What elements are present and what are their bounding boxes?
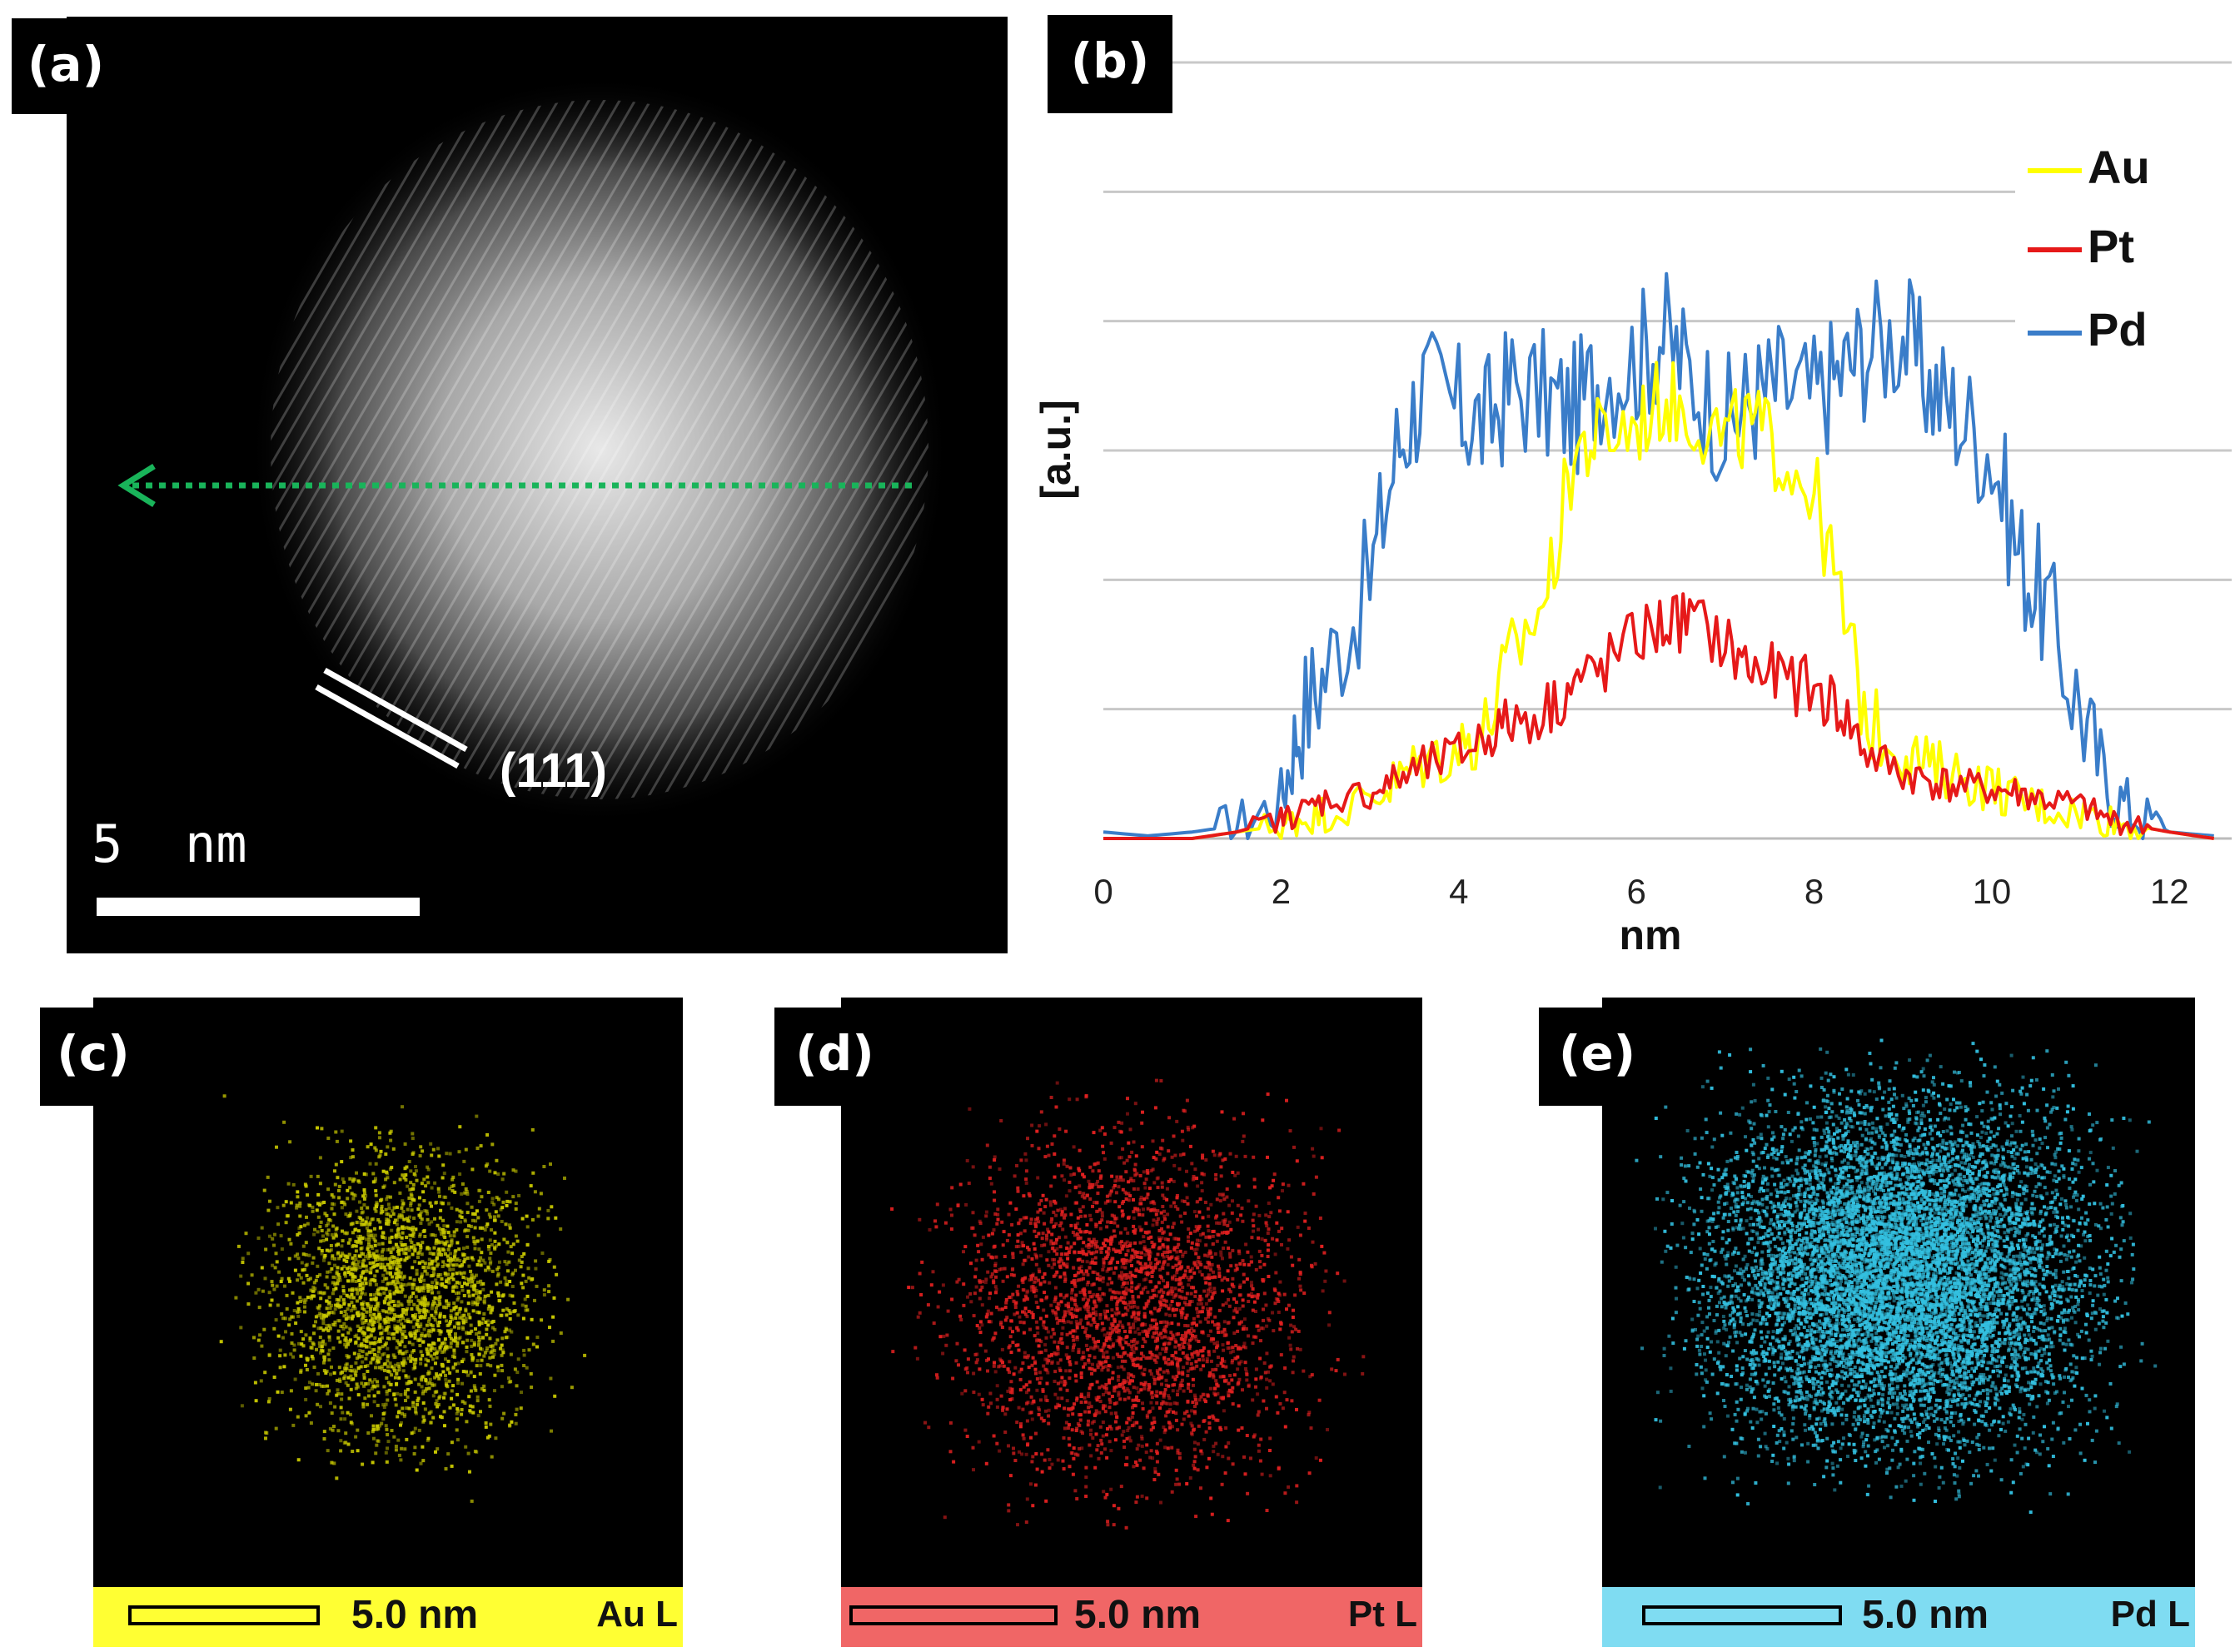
au-map-image xyxy=(93,998,683,1587)
map-d-bar: 5.0 nm Pt L xyxy=(841,1587,1422,1647)
map-e-element-label: Pd L xyxy=(2110,1594,2190,1635)
map-e-scale-bar xyxy=(1642,1605,1842,1625)
map-panel-d: 5.0 nm Pt L xyxy=(841,998,1422,1647)
x-axis-label: nm xyxy=(1620,912,1682,958)
scale-bar xyxy=(97,898,420,916)
scale-bar-label: 5 nm xyxy=(92,814,247,874)
x-tick-label: 2 xyxy=(1272,872,1291,911)
x-tick-label: 8 xyxy=(1804,872,1824,911)
x-tick-label: 4 xyxy=(1449,872,1468,911)
map-panel-c: 5.0 nm Au L xyxy=(93,998,683,1647)
legend-label-pd: Pd xyxy=(2088,303,2148,356)
panel-label-d: (d) xyxy=(774,1008,895,1106)
panel-label-c: (c) xyxy=(40,1008,147,1106)
map-d-scale-label: 5.0 nm xyxy=(1074,1593,1202,1637)
x-tick-label: 0 xyxy=(1093,872,1113,911)
plane-label: (111) xyxy=(500,744,607,798)
map-c-bar: 5.0 nm Au L xyxy=(93,1587,683,1647)
x-tick-labels: 0 2 4 6 8 10 12 xyxy=(1093,872,2188,911)
map-c-element-label: Au L xyxy=(596,1594,678,1635)
legend-label-pt: Pt xyxy=(2088,220,2134,272)
legend-label-au: Au xyxy=(2088,141,2150,193)
y-axis-label: [a.u.] xyxy=(1033,400,1079,499)
map-c-scale-bar xyxy=(128,1605,320,1625)
panel-label-e: (e) xyxy=(1539,1008,1655,1106)
x-tick-label: 6 xyxy=(1626,872,1645,911)
pt-map-image xyxy=(890,1078,1366,1530)
map-c-scale-label: 5.0 nm xyxy=(351,1593,479,1637)
map-dots xyxy=(219,1094,587,1503)
map-dots xyxy=(890,1078,1366,1530)
series-line-pt xyxy=(1103,592,2214,840)
pd-map-image xyxy=(1635,1038,2158,1515)
map-e-scale-label: 5.0 nm xyxy=(1862,1593,1989,1637)
map-d-scale-bar xyxy=(849,1605,1058,1625)
series-line-pd xyxy=(1103,271,2214,840)
panel-a-image: (111) 5 nm xyxy=(67,17,1008,953)
chart-series xyxy=(1103,271,2214,840)
x-tick-label: 12 xyxy=(2150,872,2189,911)
lattice-plane-line-1 xyxy=(323,667,468,753)
lattice-plane-line-2 xyxy=(315,684,460,769)
map-panel-e: 5.0 nm Pd L xyxy=(1602,998,2195,1647)
map-dots xyxy=(1635,1038,2158,1515)
chart-legend: Au Pt Pd xyxy=(2028,141,2150,356)
particle-image-svg: (111) 5 nm xyxy=(67,17,1008,953)
panel-label-b: (b) xyxy=(1048,15,1172,113)
map-d-element-label: Pt L xyxy=(1347,1594,1417,1635)
x-tick-label: 10 xyxy=(1973,872,2012,911)
map-e-bar: 5.0 nm Pd L xyxy=(1602,1587,2195,1647)
line-profile-chart: 0 2 4 6 8 10 12 nm [a.u.] Au Pt Pd xyxy=(1033,61,2232,958)
panel-label-a: (a) xyxy=(12,18,120,114)
